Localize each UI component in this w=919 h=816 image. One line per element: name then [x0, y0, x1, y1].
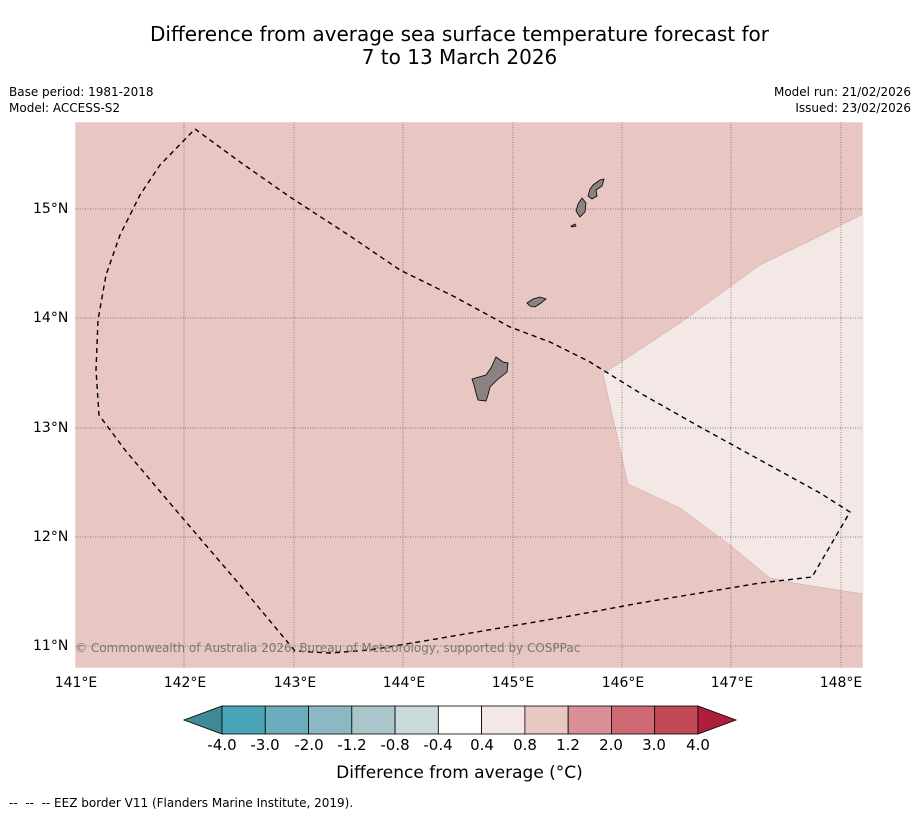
lon-tick-143e: 143°E — [273, 675, 317, 691]
colorbar-label: 4.0 — [686, 736, 710, 754]
colorbar-segment — [437, 705, 483, 735]
colorbar-label: 3.0 — [642, 736, 666, 754]
colorbar-label: -0.8 — [380, 736, 410, 754]
lat-tick-11n: 11°N — [33, 638, 69, 654]
colorbar-segment — [567, 705, 612, 735]
colorbar-label: 0.4 — [470, 736, 494, 754]
colorbar-label: -0.4 — [423, 736, 453, 754]
base-period: Base period: 1981-2018 — [9, 85, 154, 99]
issued-date: Issued: 23/02/2026 — [795, 101, 911, 115]
lon-tick-146e: 146°E — [601, 675, 645, 691]
lon-tick-147e: 147°E — [710, 675, 754, 691]
colorbar — [182, 705, 738, 735]
colorbar-extend-high — [697, 705, 738, 735]
chart-title-line2: 7 to 13 March 2026 — [361, 45, 558, 69]
colorbar-title: Difference from average (°C) — [336, 763, 583, 783]
colorbar-segment — [481, 705, 526, 735]
eez-border — [95, 128, 851, 654]
colorbar-segment — [394, 705, 439, 735]
colorbar-extend-low — [182, 705, 223, 735]
lon-tick-144e: 144°E — [382, 675, 426, 691]
lat-tick-14n: 14°N — [33, 310, 69, 326]
meta-left: Base period: 1981-2018 Model: ACCESS-S2 — [9, 84, 154, 116]
colorbar-label: -4.0 — [207, 736, 237, 754]
gridlines — [75, 122, 863, 668]
lon-tick-145e: 145°E — [491, 675, 535, 691]
colorbar-segment — [221, 705, 266, 735]
lat-tick-12n: 12°N — [33, 529, 69, 545]
colorbar-label: 1.2 — [556, 736, 580, 754]
island-rota — [526, 296, 547, 308]
meta-right: Model run: 21/02/2026 Issued: 23/02/2026 — [774, 84, 911, 116]
lon-tick-142e: 142°E — [163, 675, 207, 691]
colorbar-label: 0.8 — [513, 736, 537, 754]
anomaly-region-light — [602, 213, 864, 595]
chart-title-line1: Difference from average sea surface temp… — [149, 22, 769, 46]
island-saipan — [587, 178, 605, 200]
lon-tick-141e: 141°E — [54, 675, 98, 691]
colorbar-segment — [351, 705, 396, 735]
lat-tick-15n: 15°N — [33, 201, 69, 217]
colorbar-segment — [654, 705, 699, 735]
eez-footnote: -- -- -- EEZ border V11 (Flanders Marine… — [9, 796, 354, 810]
colorbar-label: -1.2 — [337, 736, 367, 754]
colorbar-segment — [264, 705, 309, 735]
colorbar-label: -2.0 — [294, 736, 324, 754]
colorbar-segment — [524, 705, 569, 735]
island-guam — [471, 356, 509, 402]
model-name: Model: ACCESS-S2 — [9, 101, 121, 115]
lon-tick-148e: 148°E — [819, 675, 863, 691]
island-aguijan — [570, 223, 577, 228]
copyright-notice: © Commonwealth of Australia 2026, Bureau… — [75, 641, 581, 655]
lat-tick-13n: 13°N — [33, 420, 69, 436]
colorbar-label: -3.0 — [250, 736, 280, 754]
island-tinian — [575, 197, 587, 218]
colorbar-segment — [611, 705, 656, 735]
colorbar-label: 2.0 — [599, 736, 623, 754]
model-run: Model run: 21/02/2026 — [773, 85, 911, 99]
colorbar-segment — [308, 705, 353, 735]
map-frame — [74, 121, 864, 669]
